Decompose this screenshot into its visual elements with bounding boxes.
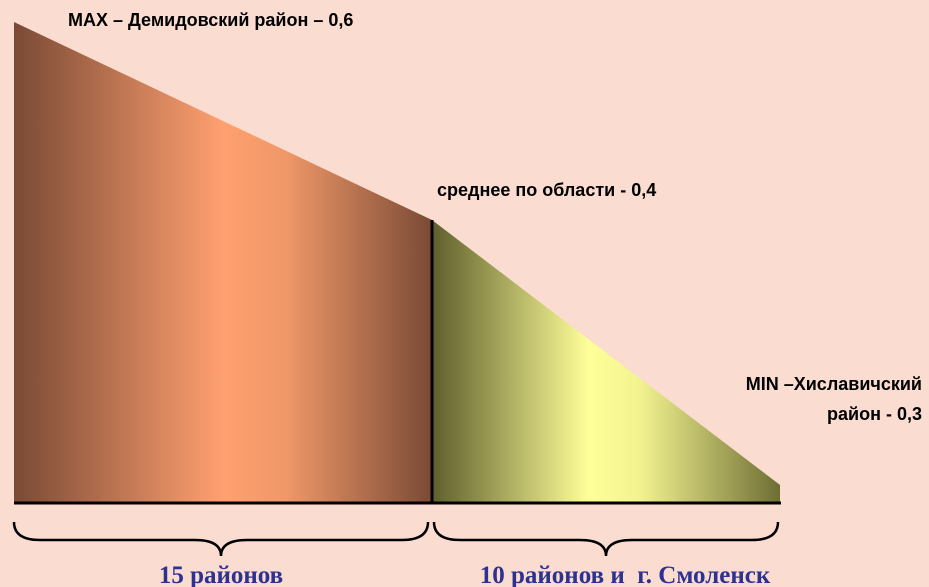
average-label: среднее по области - 0,4 (437, 180, 656, 200)
group-label: 10 районов и г. Смоленск (480, 562, 771, 587)
min-label: MIN –Хиславичский (746, 374, 922, 394)
right-brace (432, 521, 780, 557)
max-label: MAX – Демидовский район – 0,6 (68, 10, 353, 30)
left-brace (12, 521, 430, 557)
upper-group-shape (14, 22, 432, 503)
group-label: 15 районов (159, 562, 283, 587)
lower-group-shape (432, 220, 780, 503)
min-label: район - 0,3 (827, 404, 922, 424)
